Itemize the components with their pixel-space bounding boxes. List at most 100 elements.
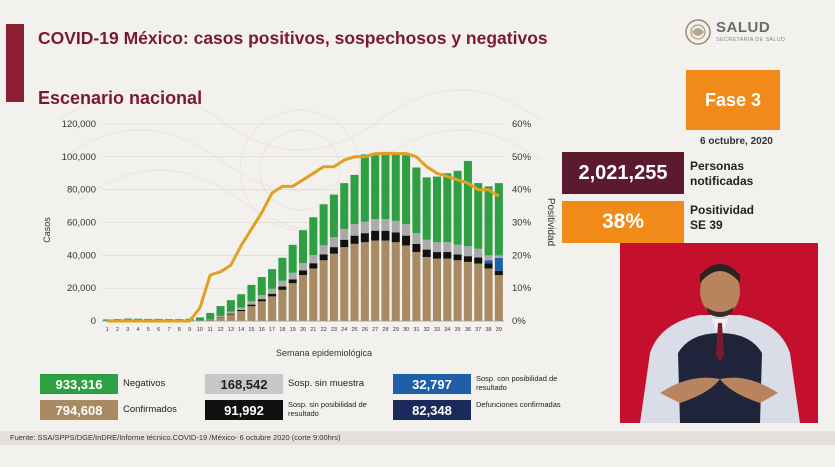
bar-segment	[226, 313, 235, 315]
stat-personas-label: Personas notificadas	[690, 159, 753, 189]
bar-segment	[381, 151, 390, 220]
accent-bar	[6, 24, 24, 102]
bar-segment	[474, 263, 483, 321]
x-tick-label: 28	[382, 327, 388, 333]
y-tick-label: 40,000	[67, 250, 96, 261]
bar-segment	[463, 256, 472, 262]
bar-segment	[494, 275, 503, 321]
x-tick-label: 19	[290, 327, 296, 333]
bar-segment	[422, 177, 431, 240]
bar-segment	[371, 230, 380, 241]
x-tick-label: 11	[207, 327, 213, 333]
bar-segment	[247, 301, 256, 305]
x-tick-label: 31	[413, 327, 419, 333]
bar-segment	[257, 301, 266, 321]
bar-segment	[360, 154, 369, 222]
bar-segment	[443, 242, 452, 253]
x-tick-label: 27	[372, 327, 378, 333]
legend-negativos-value: 933,316	[40, 374, 118, 394]
stat-positividad-label: Positividad SE 39	[690, 203, 754, 233]
bar-segment	[360, 242, 369, 321]
bar-segment	[422, 249, 431, 257]
bar-segment	[391, 232, 400, 243]
y2-tick-label: 50%	[512, 152, 532, 163]
x-tick-label: 12	[217, 327, 223, 333]
x-tick-label: 13	[228, 327, 234, 333]
legend-confirmados-label: Confirmados	[123, 404, 177, 415]
bar-segment	[484, 263, 493, 269]
bar-segment	[309, 268, 318, 321]
x-tick-label: 9	[188, 327, 191, 333]
y-tick-label: 80,000	[67, 185, 96, 196]
logo-subtext: SECRETARÍA DE SALUD	[716, 37, 786, 43]
x-tick-label: 39	[496, 327, 502, 333]
x-tick-label: 3	[126, 327, 129, 333]
stat-personas-value: 2,021,255	[562, 152, 684, 194]
bar-segment	[402, 235, 411, 246]
bar-segment	[340, 247, 349, 321]
x-tick-label: 2	[116, 327, 119, 333]
bar-segment	[298, 270, 308, 276]
bar-segment	[298, 275, 308, 321]
x-tick-label: 32	[424, 327, 430, 333]
x-tick-label: 10	[197, 327, 203, 333]
bar-segment	[484, 260, 493, 264]
bar-segment	[298, 230, 308, 264]
y-tick-label: 60,000	[67, 218, 96, 229]
bar-segment	[432, 176, 442, 243]
bar-segment	[309, 263, 318, 269]
bar-segment	[237, 309, 246, 312]
stat-positividad-value: 38%	[562, 201, 684, 243]
bar-segment	[391, 220, 400, 233]
bar-segment	[216, 317, 225, 321]
bar-segment	[340, 229, 349, 240]
bar-segment	[226, 314, 235, 321]
x-tick-label: 33	[434, 327, 440, 333]
bar-segment	[350, 224, 359, 236]
bar-segment	[329, 253, 338, 321]
legend-sosp-sin-posibilidad-label: Sosp. sin posibilidad de resultado	[288, 400, 367, 418]
bar-segment	[278, 280, 287, 287]
x-tick-label: 29	[393, 327, 399, 333]
stat-personas-label-line2: notificadas	[690, 174, 754, 188]
bar-segment	[453, 254, 462, 261]
bar-segment	[484, 186, 493, 256]
bar-segment	[443, 258, 452, 321]
bar-segment	[360, 221, 369, 234]
bar-segment	[422, 239, 431, 250]
bar-segment	[474, 256, 483, 258]
bar-segment	[432, 258, 442, 321]
bar-segment	[268, 269, 277, 289]
bar-segment	[195, 317, 204, 321]
bar-segment	[319, 260, 328, 321]
bar-segment	[412, 243, 421, 253]
bar-segment	[371, 240, 380, 321]
x-tick-label: 23	[331, 327, 337, 333]
y-tick-label: 20,000	[67, 283, 96, 294]
stat-positividad-label-line2: SE 39	[690, 218, 723, 232]
bar-segment	[206, 320, 215, 321]
bar-segment	[247, 306, 256, 321]
bar-segment	[237, 307, 246, 310]
bar-segment	[340, 239, 349, 248]
x-tick-label: 36	[465, 327, 471, 333]
bar-segment	[278, 289, 287, 321]
bar-segment	[474, 248, 483, 257]
legend-sosp-con-posibilidad-label: Sosp. con posibilidad de resultado	[476, 374, 558, 392]
bar-segment	[463, 261, 472, 321]
bar-segment	[309, 255, 318, 264]
y-tick-label: 100,000	[62, 152, 96, 163]
bar-segment	[329, 237, 338, 248]
page-title: COVID-19 México: casos positivos, sospec…	[38, 28, 548, 48]
bar-segment	[391, 242, 400, 321]
y2-tick-label: 10%	[512, 283, 532, 294]
salud-logo-icon	[685, 19, 711, 45]
y2-tick-label: 30%	[512, 218, 532, 229]
bar-segment	[319, 245, 328, 255]
fase-date: 6 octubre, 2020	[700, 136, 773, 147]
positividad-line	[107, 152, 500, 323]
bar-segment	[350, 243, 359, 321]
x-tick-label: 30	[403, 327, 409, 333]
